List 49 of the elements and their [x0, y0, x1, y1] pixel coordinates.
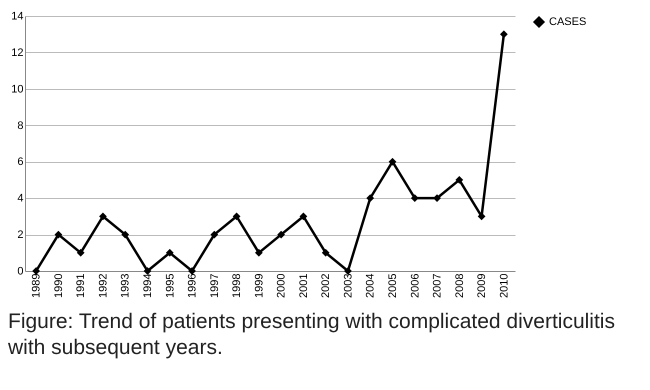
x-tick-label: 2003	[342, 274, 354, 298]
x-tick-label: 2006	[409, 274, 422, 298]
x-tick-label: 1994	[142, 274, 154, 298]
point	[455, 176, 464, 184]
x-tick-label: 2008	[454, 274, 466, 298]
y-tick-label: 14	[11, 10, 24, 22]
point	[500, 30, 508, 38]
x-tick-label: 2005	[387, 274, 399, 298]
x-tick-label: 2009	[476, 274, 488, 298]
point	[121, 230, 130, 238]
x-tick-label: 1989	[30, 274, 43, 298]
point	[277, 230, 286, 238]
y-tick-label: 12	[11, 46, 24, 59]
text: Figure: Trend of patients presenting with complicated diverticulitis with subsequent years.	[8, 309, 616, 361]
point	[166, 248, 174, 257]
x-tick-label: 1991	[75, 274, 88, 298]
point	[254, 248, 263, 257]
y-tick-label: 2	[17, 229, 24, 242]
x-tick-label: 1995	[164, 274, 176, 298]
x-tick-label: 1992	[97, 274, 110, 298]
point	[410, 194, 419, 202]
x-tick-label: 2000	[276, 274, 288, 298]
point	[388, 158, 396, 166]
point	[322, 248, 330, 257]
x-tick-label: 1997	[208, 274, 221, 298]
x-tick-label: 2002	[320, 274, 332, 298]
x-tick-label: 1993	[120, 274, 132, 298]
point	[210, 230, 218, 238]
x-tick-label: 2004	[364, 274, 377, 298]
point	[300, 212, 308, 220]
x-tick-label: 2010	[498, 274, 510, 298]
y-tick-label: 6	[17, 156, 24, 168]
x-tick-label: 1998	[231, 274, 244, 298]
y-tick-label: 4	[17, 192, 24, 205]
x-tick-label: 2001	[298, 274, 310, 298]
point	[76, 248, 85, 257]
legend-label: CASES	[549, 16, 586, 28]
x-tick-label: 1990	[52, 274, 65, 298]
point	[433, 194, 441, 202]
point	[99, 212, 107, 220]
x-tick-label: 1996	[186, 274, 199, 298]
point	[232, 212, 240, 220]
point	[54, 230, 62, 238]
y-tick-label: 8	[17, 120, 24, 132]
y-tick-label: 10	[11, 83, 24, 96]
x-tick-label: 2007	[432, 274, 444, 298]
x-tick-label: 1999	[253, 274, 266, 298]
y-tick-label: 0	[17, 266, 24, 278]
point	[366, 194, 374, 202]
